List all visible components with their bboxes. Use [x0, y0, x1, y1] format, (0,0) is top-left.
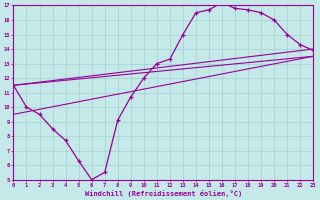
- X-axis label: Windchill (Refroidissement éolien,°C): Windchill (Refroidissement éolien,°C): [85, 190, 242, 197]
